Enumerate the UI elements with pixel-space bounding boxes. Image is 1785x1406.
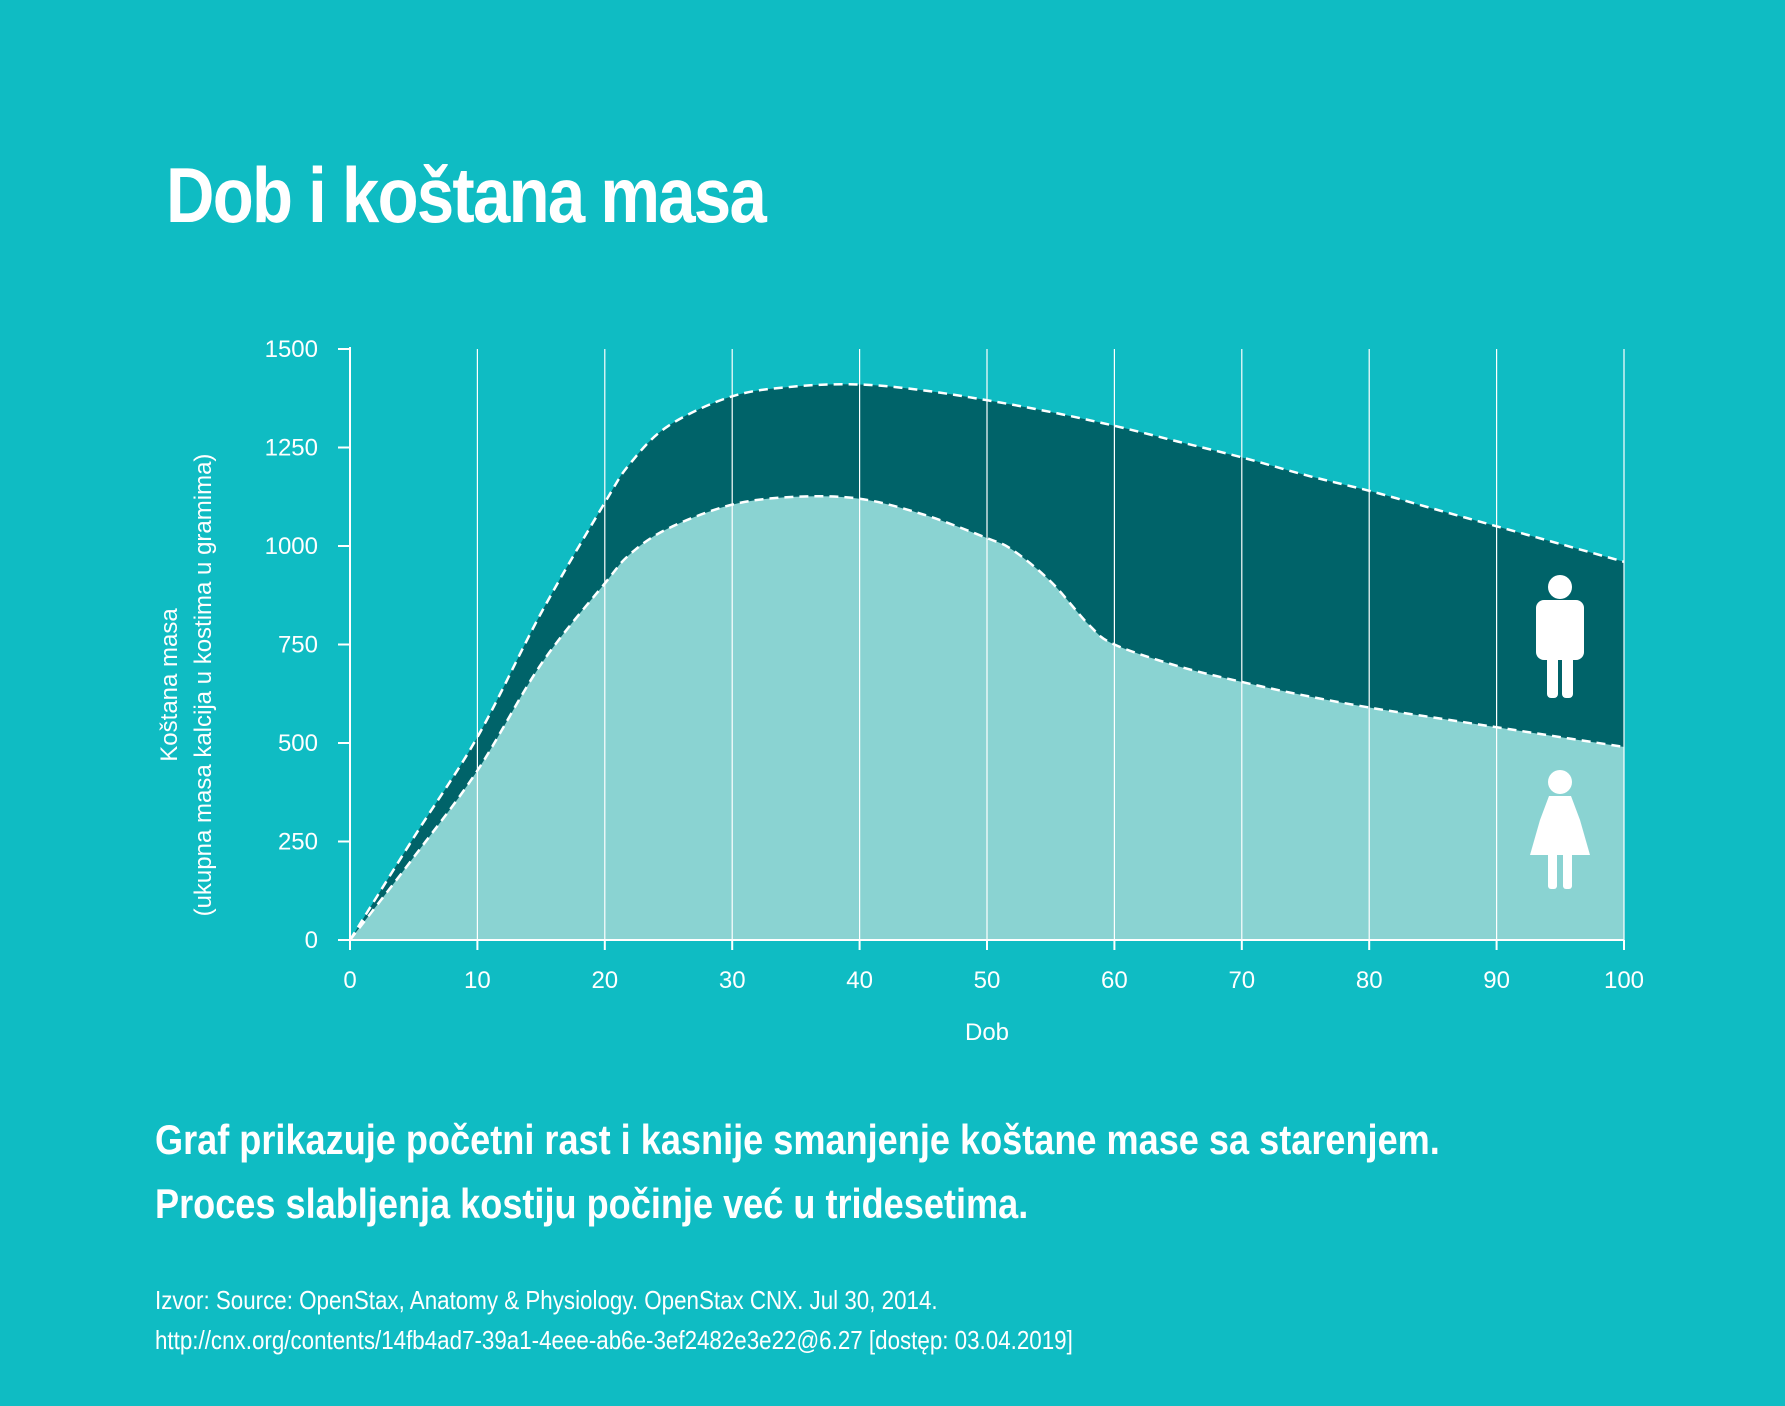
x-tick-label-70: 70 bbox=[1228, 967, 1255, 994]
caption: Graf prikazuje početni rast i kasnije sm… bbox=[155, 1108, 1440, 1236]
y-tick-label-1500: 1500 bbox=[265, 336, 318, 363]
x-tick-label-20: 20 bbox=[591, 967, 618, 994]
x-tick-label-80: 80 bbox=[1356, 967, 1383, 994]
y-axis-sublabel: (ukupna masa kalcija u kostima u gramima… bbox=[190, 454, 217, 917]
x-tick-label-40: 40 bbox=[846, 967, 873, 994]
x-tick-label-60: 60 bbox=[1101, 967, 1128, 994]
y-tick-label-1250: 1250 bbox=[265, 435, 318, 462]
series-line-1 bbox=[349, 494, 1625, 941]
caption-line-2: Proces slabljenja kostiju počinje već u … bbox=[155, 1180, 1029, 1227]
axes bbox=[338, 347, 1625, 950]
y-axis-label-group: Koštana masa (ukupna masa kalcija u kost… bbox=[156, 454, 217, 917]
x-tick-label-10: 10 bbox=[464, 967, 491, 994]
y-axis-label: Koštana masa bbox=[156, 608, 183, 762]
y-tick-label-0: 0 bbox=[305, 927, 318, 954]
page-title: Dob i koštana masa bbox=[166, 151, 767, 239]
y-tick-label-250: 250 bbox=[278, 829, 318, 856]
x-axis-label: Dob bbox=[965, 1019, 1009, 1046]
series-outlines bbox=[348, 382, 1625, 941]
male-figure-icon bbox=[1536, 575, 1584, 698]
source-note: Izvor: Source: OpenStax, Anatomy & Physi… bbox=[155, 1280, 1073, 1360]
tick-labels: 0 250 500 750 1000 1250 1500 0 10 20 30 40 50 60 70 80 9… bbox=[265, 336, 1644, 994]
caption-line-1: Graf prikazuje početni rast i kasnije sm… bbox=[155, 1116, 1440, 1163]
x-tick-label-0: 0 bbox=[343, 967, 356, 994]
source-line-2: http://cnx.org/contents/14fb4ad7-39a1-4e… bbox=[155, 1325, 1073, 1355]
female-figure-icon bbox=[1530, 770, 1590, 889]
x-tick-label-30: 30 bbox=[719, 967, 746, 994]
x-tick-label-50: 50 bbox=[974, 967, 1001, 994]
y-tick-label-1000: 1000 bbox=[265, 533, 318, 560]
x-tick-label-100: 100 bbox=[1604, 967, 1644, 994]
x-tick-label-90: 90 bbox=[1483, 967, 1510, 994]
y-tick-label-500: 500 bbox=[278, 730, 318, 757]
y-tick-label-750: 750 bbox=[278, 632, 318, 659]
series-line-0 bbox=[348, 382, 1625, 941]
source-line-1: Izvor: Source: OpenStax, Anatomy & Physi… bbox=[155, 1285, 938, 1315]
